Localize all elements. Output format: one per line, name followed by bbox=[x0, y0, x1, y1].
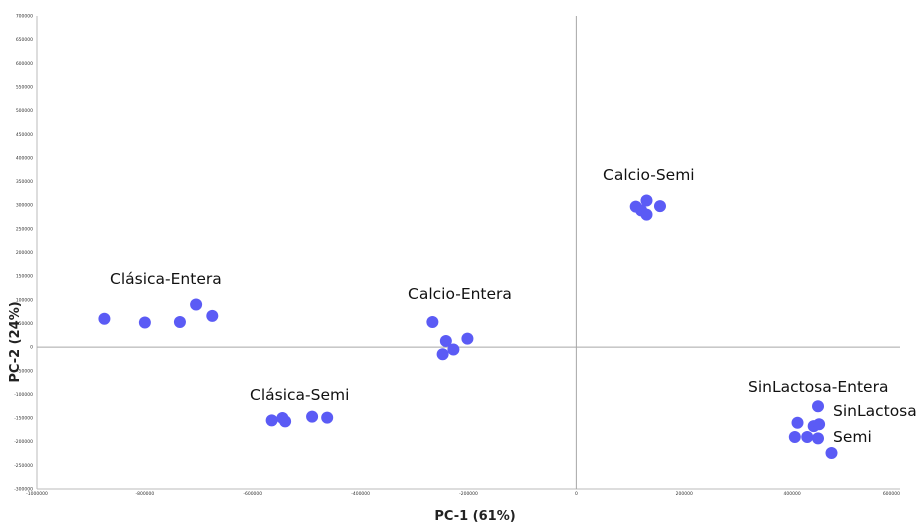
data-point bbox=[812, 432, 825, 445]
x-tick-label: -600000 bbox=[243, 491, 262, 497]
data-point bbox=[279, 415, 292, 428]
x-tick-label: 400000 bbox=[784, 491, 801, 497]
data-point bbox=[640, 194, 653, 207]
y-tick-label: 50000 bbox=[19, 321, 33, 327]
y-tick-label: 600000 bbox=[16, 61, 33, 67]
y-tick-label: 150000 bbox=[16, 274, 33, 280]
y-tick-label: -300000 bbox=[14, 487, 33, 493]
data-point bbox=[640, 208, 653, 221]
data-point bbox=[825, 447, 838, 460]
group-label-calcio-semi: Calcio-Semi bbox=[603, 166, 695, 184]
data-point bbox=[653, 200, 666, 213]
data-point bbox=[801, 430, 814, 443]
group-label-sinlactosa: SinLactosa bbox=[833, 402, 917, 420]
data-point bbox=[812, 400, 825, 413]
y-tick-label: 350000 bbox=[16, 179, 33, 185]
data-point bbox=[306, 410, 319, 423]
data-point bbox=[813, 418, 826, 431]
group-label-semi: Semi bbox=[833, 428, 872, 446]
x-tick-label: -200000 bbox=[459, 491, 478, 497]
group-label-clasica-semi: Clásica-Semi bbox=[250, 386, 349, 404]
y-tick-label: 700000 bbox=[16, 14, 33, 20]
y-tick-label: 550000 bbox=[16, 84, 33, 90]
y-tick-label: -200000 bbox=[14, 439, 33, 445]
y-axis-ticks: 7000006500006000005500005000004500004000… bbox=[14, 14, 33, 493]
y-tick-label: 500000 bbox=[16, 108, 33, 114]
data-point bbox=[138, 316, 151, 329]
y-tick-label: 450000 bbox=[16, 132, 33, 138]
data-point bbox=[190, 298, 203, 311]
data-point bbox=[461, 332, 474, 345]
y-tick-label: -100000 bbox=[14, 392, 33, 398]
data-point bbox=[265, 414, 278, 427]
data-point bbox=[206, 309, 219, 322]
y-tick-label: -150000 bbox=[14, 416, 33, 422]
y-tick-label: 650000 bbox=[16, 37, 33, 43]
data-point bbox=[447, 343, 460, 356]
x-axis-title: PC-1 (61%) bbox=[434, 509, 515, 524]
y-axis-title: PC-2 (24%) bbox=[8, 301, 23, 382]
y-tick-label: 0 bbox=[30, 345, 33, 351]
y-tick-label: 250000 bbox=[16, 226, 33, 232]
data-point bbox=[791, 416, 804, 429]
y-tick-label: 100000 bbox=[16, 297, 33, 303]
x-tick-label: -1000000 bbox=[26, 491, 48, 497]
data-point bbox=[98, 312, 111, 325]
y-tick-label: -50000 bbox=[17, 368, 33, 374]
data-point bbox=[321, 411, 334, 424]
x-tick-label: 200000 bbox=[676, 491, 693, 497]
x-tick-label: 0 bbox=[575, 491, 578, 497]
x-tick-label: -400000 bbox=[351, 491, 370, 497]
data-point bbox=[788, 430, 801, 443]
x-tick-label: 600000 bbox=[883, 491, 900, 497]
y-tick-label: 200000 bbox=[16, 250, 33, 256]
y-tick-label: -250000 bbox=[14, 463, 33, 469]
group-label-sinlactosa-entera: SinLactosa-Entera bbox=[748, 378, 888, 396]
data-points bbox=[98, 194, 838, 460]
y-tick-label: 300000 bbox=[16, 203, 33, 209]
x-axis-ticks: -1000000 -800000 -600000 -400000 -200000 0 200… bbox=[26, 491, 900, 497]
data-point bbox=[439, 334, 452, 347]
data-point bbox=[426, 316, 439, 329]
group-label-calcio-entera: Calcio-Entera bbox=[408, 285, 512, 303]
data-point bbox=[436, 348, 449, 361]
data-point bbox=[173, 316, 186, 329]
x-tick-label: -800000 bbox=[135, 491, 154, 497]
y-tick-label: 400000 bbox=[16, 155, 33, 161]
group-label-clasica-entera: Clásica-Entera bbox=[110, 270, 222, 288]
